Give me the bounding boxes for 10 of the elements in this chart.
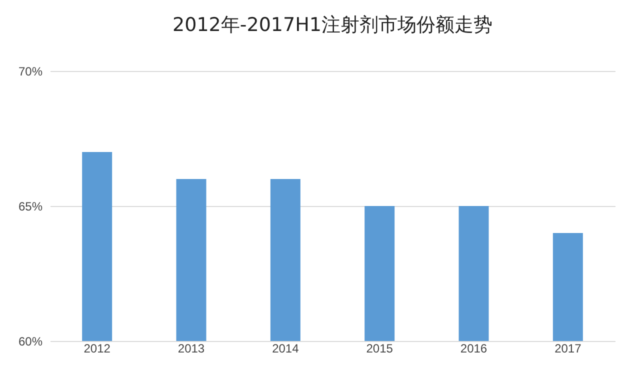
x-tick-label: 2014 (272, 342, 300, 356)
y-tick-label: 60% (18, 334, 43, 348)
x-tick-label: 2013 (178, 342, 205, 356)
x-tick-label: 2012 (84, 342, 111, 356)
chart-title: 2012年-2017H1注射剂市场份额走势 (172, 14, 492, 36)
x-tick-label: 2017 (554, 342, 582, 356)
y-tick-label: 65% (18, 200, 43, 214)
x-tick-label: 2015 (366, 342, 394, 356)
x-tick-label: 2016 (460, 342, 488, 356)
y-tick-label: 70% (18, 64, 43, 78)
